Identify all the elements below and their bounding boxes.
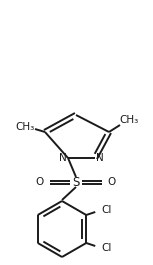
Text: N: N [59, 153, 67, 163]
Text: Cl: Cl [101, 243, 111, 253]
Text: O: O [36, 177, 44, 187]
Text: N: N [96, 153, 104, 163]
Text: CH₃: CH₃ [15, 122, 35, 132]
Text: CH₃: CH₃ [119, 115, 139, 125]
Text: S: S [72, 175, 80, 188]
Text: O: O [108, 177, 116, 187]
Text: Cl: Cl [101, 205, 111, 215]
